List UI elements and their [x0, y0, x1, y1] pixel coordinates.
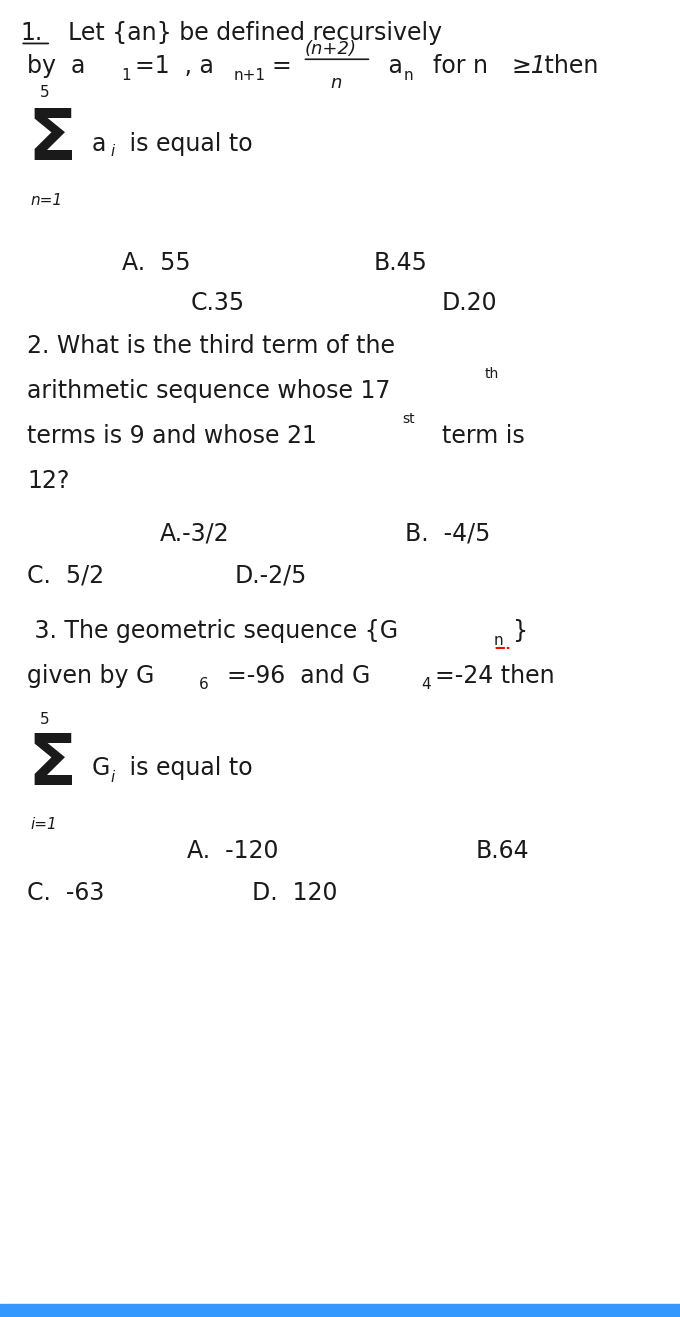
Text: 2. What is the third term of the: 2. What is the third term of the — [27, 335, 395, 358]
Text: arithmetic sequence whose 17: arithmetic sequence whose 17 — [27, 379, 390, 403]
Text: =: = — [272, 54, 292, 78]
Text: n: n — [494, 632, 503, 648]
Text: 5: 5 — [39, 711, 49, 727]
Text: B.45: B.45 — [374, 252, 428, 275]
Text: 1.: 1. — [20, 21, 43, 45]
Text: th: th — [484, 367, 498, 381]
Text: ≥1: ≥1 — [511, 54, 546, 78]
Text: n=1: n=1 — [31, 192, 63, 208]
Bar — [0, 1304, 680, 1317]
Text: D.  120: D. 120 — [252, 881, 337, 905]
Text: n+1: n+1 — [233, 67, 265, 83]
Text: by  a: by a — [27, 54, 86, 78]
Text: a: a — [381, 54, 403, 78]
Text: n: n — [330, 74, 342, 92]
Text: }: } — [513, 619, 528, 643]
Text: i: i — [110, 144, 114, 159]
Text: is equal to: is equal to — [122, 132, 253, 155]
Text: 12?: 12? — [27, 469, 69, 493]
Text: 1: 1 — [121, 67, 131, 83]
Text: B.  -4/5: B. -4/5 — [405, 522, 490, 545]
Text: A.  55: A. 55 — [122, 252, 191, 275]
Text: C.  5/2: C. 5/2 — [27, 564, 104, 587]
Text: for n: for n — [418, 54, 488, 78]
Text: =-24 then: =-24 then — [435, 664, 555, 687]
Text: Σ: Σ — [27, 731, 76, 799]
Text: n: n — [404, 67, 413, 83]
Text: i: i — [110, 769, 114, 785]
Text: i=1: i=1 — [31, 817, 57, 832]
Text: A.  -120: A. -120 — [187, 839, 279, 863]
Text: 4: 4 — [422, 677, 431, 693]
Text: 5: 5 — [39, 84, 49, 100]
Text: 6: 6 — [199, 677, 208, 693]
Text: then: then — [537, 54, 598, 78]
Text: C.  -63: C. -63 — [27, 881, 105, 905]
Text: 3. The geometric sequence {G: 3. The geometric sequence {G — [27, 619, 398, 643]
Text: is equal to: is equal to — [122, 756, 253, 780]
Text: B.64: B.64 — [476, 839, 530, 863]
Text: term is: term is — [427, 424, 525, 448]
Text: C.35: C.35 — [190, 291, 245, 315]
Text: given by G: given by G — [27, 664, 154, 687]
Text: a: a — [92, 132, 106, 155]
Text: Let {an} be defined recursively: Let {an} be defined recursively — [68, 21, 442, 45]
Text: A.-3/2: A.-3/2 — [160, 522, 229, 545]
Text: =-96  and G: =-96 and G — [212, 664, 371, 687]
Text: G: G — [92, 756, 110, 780]
Text: terms is 9 and whose 21: terms is 9 and whose 21 — [27, 424, 317, 448]
Text: =1  , a: =1 , a — [135, 54, 214, 78]
Text: Σ: Σ — [27, 107, 76, 175]
Text: (n+2): (n+2) — [305, 40, 356, 58]
Text: st: st — [403, 412, 415, 425]
Text: D.-2/5: D.-2/5 — [235, 564, 307, 587]
Text: D.20: D.20 — [442, 291, 498, 315]
